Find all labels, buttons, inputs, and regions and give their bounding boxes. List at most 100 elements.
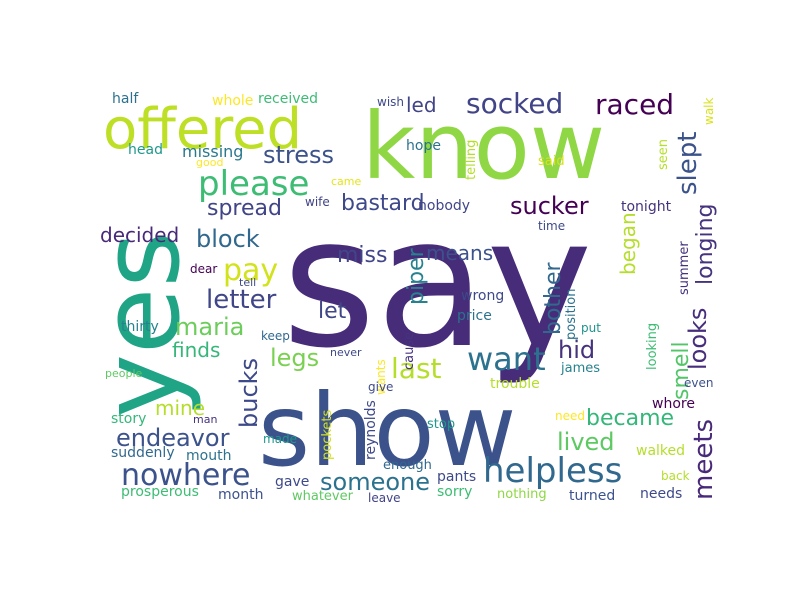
- word-prosperous: prosperous: [121, 484, 199, 500]
- word-slept: slept: [673, 132, 703, 195]
- word-walk: walk: [702, 97, 716, 125]
- word-wants: wants: [374, 359, 388, 395]
- word-wife: wife: [305, 195, 330, 209]
- word-wrong: wrong: [461, 288, 504, 304]
- word-story: story: [111, 411, 146, 427]
- word-month: month: [218, 487, 263, 503]
- word-received: received: [258, 91, 318, 107]
- word-please: please: [198, 164, 309, 204]
- word-decided: decided: [100, 223, 179, 247]
- word-pants: pants: [437, 469, 476, 485]
- word-enough: enough: [383, 458, 432, 473]
- word-last: last: [391, 352, 442, 385]
- word-meets: meets: [689, 419, 719, 500]
- word-know: know: [362, 93, 605, 200]
- word-james: james: [560, 361, 600, 376]
- word-man: man: [193, 413, 217, 426]
- word-whatever: whatever: [292, 489, 354, 504]
- word-lived: lived: [557, 428, 615, 456]
- word-means: means: [426, 241, 493, 265]
- word-good: good: [196, 156, 223, 169]
- word-said: said: [538, 154, 565, 169]
- word-smell: smell: [669, 341, 694, 400]
- word-helpless: helpless: [483, 451, 622, 491]
- word-looking: looking: [645, 323, 660, 370]
- word-say: say: [282, 179, 593, 388]
- word-came: came: [331, 175, 362, 188]
- word-began: began: [616, 212, 640, 275]
- word-miss: miss: [337, 243, 387, 268]
- word-maria: maria: [175, 313, 244, 341]
- word-nobody: nobody: [418, 198, 470, 214]
- word-even: even: [684, 376, 713, 390]
- word-leave: leave: [368, 491, 401, 505]
- word-looks: looks: [684, 308, 712, 370]
- word-seen: seen: [656, 139, 671, 170]
- word-spread: spread: [207, 196, 282, 221]
- word-finds: finds: [172, 338, 220, 362]
- word-needs: needs: [640, 486, 682, 502]
- word-trouble: trouble: [490, 376, 540, 392]
- word-head: head: [128, 142, 163, 158]
- word-pay: pay: [223, 253, 278, 288]
- word-legs: legs: [270, 344, 319, 372]
- word-bother: bother: [541, 261, 566, 335]
- word-led: led: [406, 93, 437, 117]
- word-suddenly: suddenly: [111, 445, 175, 461]
- word-cause: cause: [402, 332, 417, 370]
- word-yes: yes: [79, 231, 204, 418]
- word-summer: summer: [677, 241, 692, 295]
- word-whole: whole: [212, 93, 253, 109]
- word-became: became: [586, 406, 674, 431]
- word-pockets: pockets: [320, 409, 335, 460]
- word-telling: telling: [464, 140, 479, 180]
- word-back: back: [661, 469, 690, 483]
- word-walked: walked: [636, 443, 685, 459]
- word-reynolds: reynolds: [363, 400, 379, 460]
- word-nothing: nothing: [497, 487, 547, 502]
- word-time: time: [538, 219, 565, 233]
- word-socked: socked: [466, 87, 563, 120]
- word-show: show: [258, 372, 516, 489]
- word-nowhere: nowhere: [121, 458, 251, 493]
- word-someone: someone: [320, 468, 430, 496]
- word-position: position: [564, 289, 579, 341]
- word-longing: longing: [693, 203, 718, 285]
- word-never: never: [330, 346, 362, 359]
- word-sucker: sucker: [510, 192, 589, 220]
- word-give: give: [368, 380, 393, 394]
- word-hope: hope: [406, 138, 441, 154]
- word-dear: dear: [190, 262, 217, 276]
- word-made: made: [263, 432, 297, 446]
- word-put: put: [581, 321, 601, 335]
- word-mouth: mouth: [186, 448, 231, 464]
- word-raced: raced: [595, 88, 674, 121]
- word-gave: gave: [275, 474, 309, 490]
- word-endeavor: endeavor: [116, 424, 230, 452]
- word-bucks: bucks: [235, 358, 263, 428]
- word-thirty: thirty: [121, 319, 159, 335]
- word-turned: turned: [569, 488, 615, 504]
- word-missing: missing: [182, 142, 243, 161]
- word-let: let: [318, 299, 347, 324]
- word-price: price: [457, 308, 492, 324]
- word-hid: hid: [558, 336, 595, 364]
- word-bastard: bastard: [341, 191, 425, 216]
- word-wish: wish: [377, 95, 404, 109]
- word-letter: letter: [206, 285, 277, 315]
- word-whore: whore: [652, 396, 695, 412]
- word-sorry: sorry: [437, 484, 472, 500]
- word-people: people: [105, 367, 143, 380]
- word-offered: offered: [103, 97, 302, 162]
- word-block: block: [196, 225, 260, 253]
- word-want: want: [467, 340, 546, 378]
- word-stress: stress: [263, 141, 334, 169]
- word-mine: mine: [155, 396, 205, 420]
- word-need: need: [555, 409, 585, 423]
- word-tonight: tonight: [621, 199, 672, 215]
- word-keep: keep: [261, 329, 290, 343]
- word-stop: stop: [427, 417, 455, 432]
- word-piper: piper: [404, 247, 429, 305]
- word-tell: tell: [239, 276, 256, 289]
